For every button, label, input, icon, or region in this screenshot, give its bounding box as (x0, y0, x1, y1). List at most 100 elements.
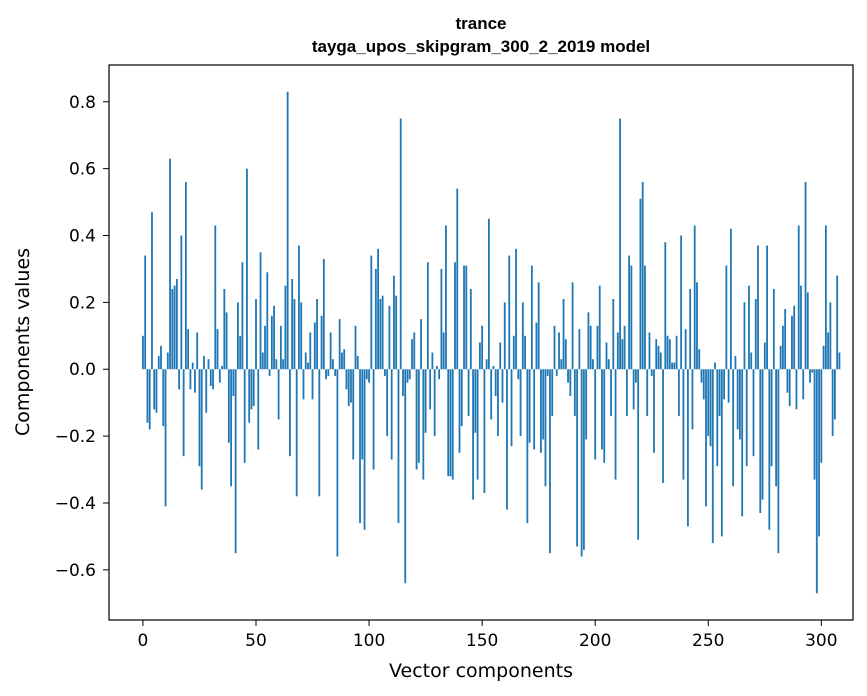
bar-136 (449, 369, 452, 477)
bar-20 (187, 329, 190, 370)
bar-206 (607, 359, 610, 370)
bar-289 (795, 369, 798, 410)
bar-84 (331, 359, 334, 370)
bar-201 (596, 325, 599, 370)
bar-194 (580, 369, 583, 557)
bar-104 (377, 248, 380, 370)
bar-215 (628, 255, 631, 370)
bar-90 (345, 369, 348, 390)
bar-193 (578, 329, 581, 370)
bar-272 (757, 245, 759, 370)
x-tick-label: 250 (692, 631, 724, 651)
bar-118 (408, 369, 411, 380)
bar-17 (180, 235, 183, 370)
bar-27 (203, 355, 205, 370)
bar-216 (630, 265, 633, 370)
bar-34 (218, 369, 221, 383)
bar-62 (282, 359, 285, 370)
bar-288 (793, 305, 796, 370)
bar-6 (155, 369, 158, 413)
x-tick-label: 0 (138, 631, 149, 651)
y-tick-label: 0.0 (69, 360, 96, 380)
bar-9 (162, 369, 165, 427)
bar-60 (277, 369, 280, 420)
bar-50 (255, 299, 257, 370)
bar-128 (431, 352, 434, 370)
bar-178 (544, 369, 547, 487)
bar-170 (526, 369, 529, 524)
bar-0 (142, 335, 144, 370)
bar-262 (734, 355, 737, 370)
bar-125 (424, 369, 427, 433)
bar-192 (576, 369, 579, 547)
bar-69 (298, 245, 300, 370)
bar-218 (635, 369, 637, 383)
bar-162 (508, 255, 511, 370)
bar-130 (436, 365, 438, 370)
bar-294 (806, 292, 809, 370)
bar-146 (472, 369, 474, 500)
bar-204 (603, 369, 606, 463)
bar-222 (644, 265, 646, 370)
bar-41 (234, 369, 237, 554)
bar-10 (164, 369, 167, 507)
bar-226 (653, 369, 655, 453)
bar-11 (166, 352, 169, 370)
bar-71 (302, 369, 305, 400)
bar-231 (664, 242, 667, 370)
chart-subtitle: tayga_upos_skipgram_300_2_2019 model (312, 37, 650, 56)
bar-82 (327, 369, 330, 376)
bar-156 (494, 369, 497, 396)
bar-297 (813, 369, 816, 480)
bar-64 (286, 91, 289, 370)
bar-109 (388, 305, 391, 370)
bar-246 (698, 349, 701, 370)
bar-303 (827, 332, 830, 370)
y-tick-label: 0.8 (69, 93, 96, 113)
bar-89 (343, 349, 346, 370)
bar-157 (497, 369, 499, 437)
y-tick-label: −0.2 (55, 427, 96, 447)
bar-168 (521, 302, 524, 370)
bar-137 (451, 369, 454, 480)
bar-186 (562, 299, 565, 370)
bar-163 (510, 369, 513, 447)
bar-5 (153, 369, 156, 410)
bar-13 (171, 289, 174, 370)
bar-132 (440, 268, 443, 370)
bar-144 (467, 369, 470, 417)
bar-165 (515, 248, 517, 370)
bar-21 (189, 369, 192, 390)
bar-301 (822, 345, 825, 370)
bar-252 (711, 369, 714, 544)
bar-145 (469, 289, 472, 370)
bar-175 (537, 282, 540, 370)
bar-86 (336, 369, 339, 557)
bars-group (142, 91, 841, 594)
bar-280 (775, 369, 778, 487)
y-tick-label: −0.6 (55, 561, 96, 581)
bar-254 (716, 369, 719, 467)
bar-66 (291, 278, 294, 370)
bar-271 (754, 299, 757, 370)
bar-103 (374, 268, 377, 370)
bar-114 (399, 118, 402, 370)
bar-197 (587, 312, 590, 370)
bar-25 (198, 369, 201, 467)
bar-184 (558, 332, 560, 370)
x-axis-ticks: 0 50 100 150 200 250 300 (138, 620, 838, 651)
bar-120 (413, 332, 416, 370)
bar-126 (426, 262, 429, 370)
bar-234 (671, 362, 673, 370)
y-tick-label: 0.4 (69, 227, 96, 247)
bar-7 (157, 355, 160, 370)
bar-284 (784, 309, 787, 370)
bar-283 (781, 325, 784, 370)
bar-239 (682, 369, 685, 480)
x-tick-label: 100 (353, 631, 385, 651)
x-tick-label: 200 (579, 631, 611, 651)
bar-266 (743, 302, 746, 370)
bar-15 (175, 278, 178, 370)
bar-292 (802, 369, 805, 400)
bar-119 (411, 339, 413, 370)
